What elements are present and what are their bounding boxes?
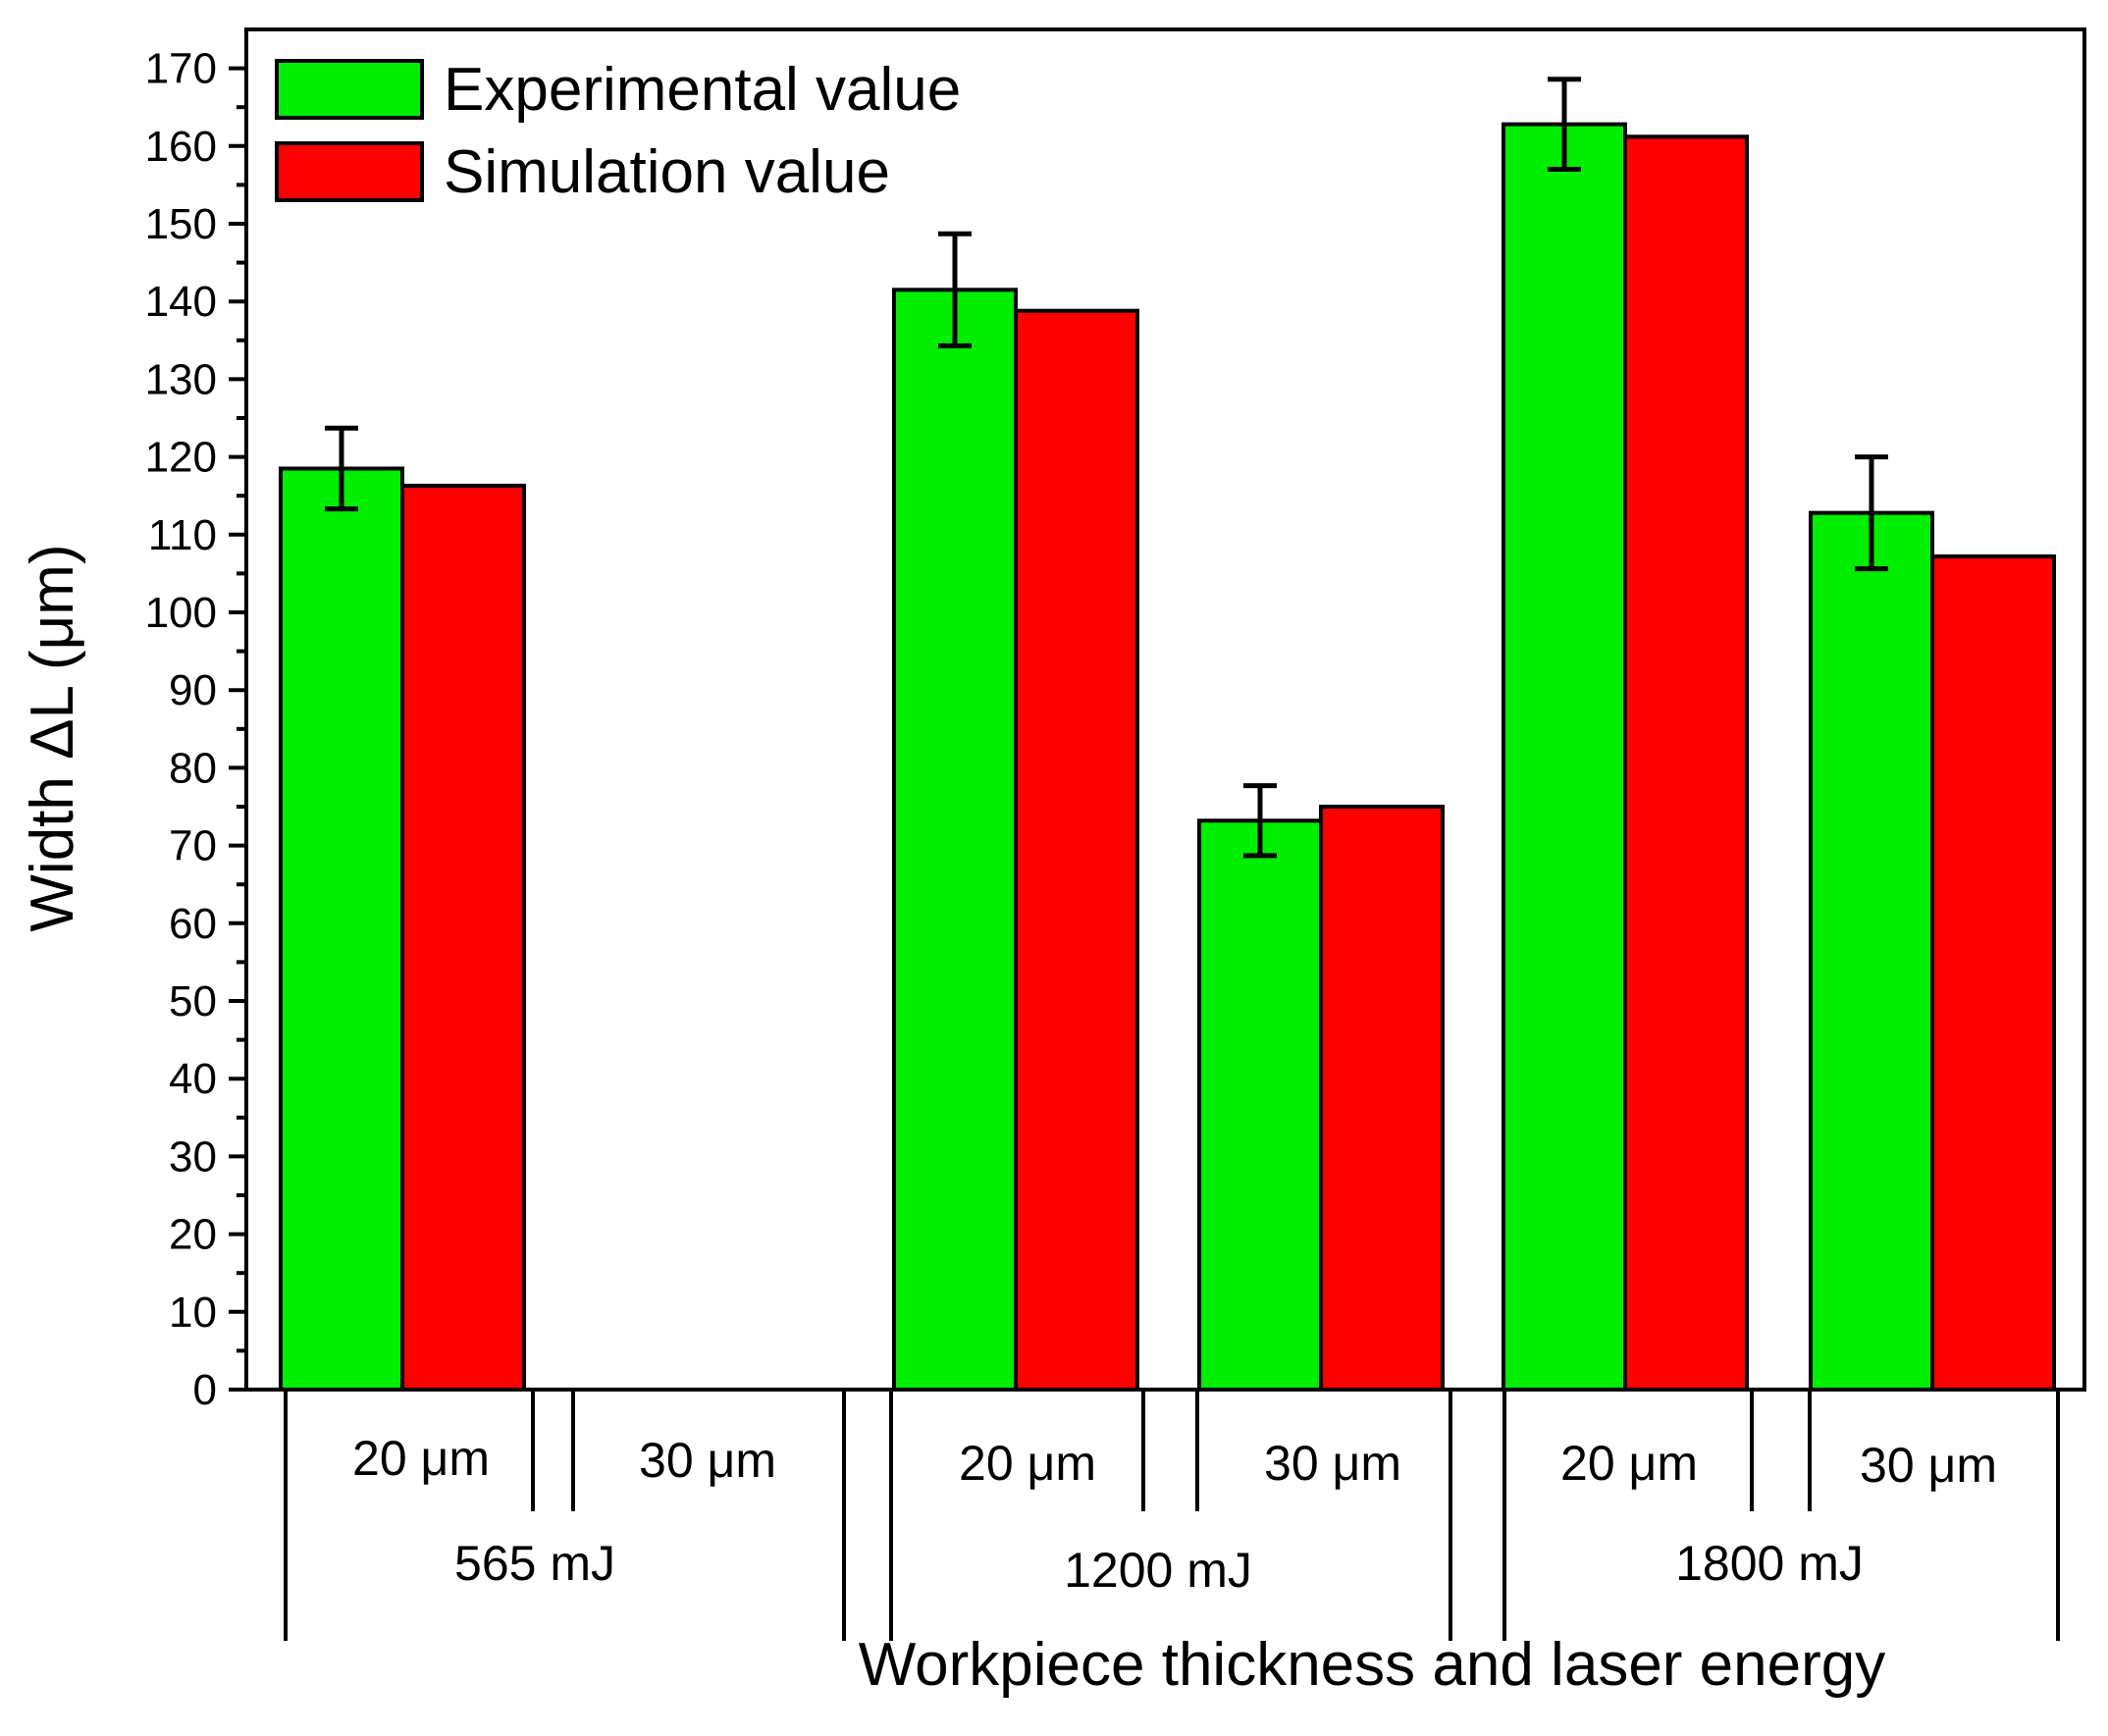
x-group-label: 565 mJ	[454, 1536, 615, 1591]
x-axis-title: Workpiece thickness and laser energy	[859, 1631, 1886, 1699]
bar-experimental	[1809, 510, 1934, 1392]
y-tick-label: 20	[169, 1211, 217, 1259]
y-tick-label: 170	[145, 45, 217, 93]
bar-simulation	[1014, 308, 1139, 1393]
bar-simulation	[1319, 805, 1445, 1392]
y-tick-label: 120	[145, 434, 217, 482]
y-tick-label: 100	[145, 589, 217, 637]
y-tick-label: 160	[145, 123, 217, 171]
x-subcategory-label: 30 μm	[1264, 1436, 1401, 1491]
legend-swatch-experimental	[275, 59, 424, 120]
bar-simulation	[400, 483, 526, 1392]
y-tick-label: 70	[169, 822, 217, 870]
x-subcategory-label: 30 μm	[1860, 1438, 1997, 1493]
y-tick-label: 0	[193, 1366, 217, 1414]
legend: Experimental value Simulation value	[275, 56, 961, 206]
bar-experimental	[279, 466, 404, 1393]
bar-simulation	[1930, 553, 2056, 1392]
y-tick-label: 50	[169, 977, 217, 1026]
y-tick-label: 80	[169, 744, 217, 792]
plot-area-frame	[244, 27, 2086, 1392]
x-subcategory-label: 20 μm	[352, 1431, 490, 1486]
y-tick-label: 110	[148, 511, 217, 559]
y-tick-label: 130	[145, 355, 217, 403]
legend-label-experimental: Experimental value	[444, 56, 961, 124]
bar-experimental	[892, 288, 1018, 1393]
y-tick-label: 30	[169, 1132, 217, 1181]
bar-simulation	[1623, 134, 1749, 1392]
legend-label-simulation: Simulation value	[444, 138, 890, 206]
x-subcategory-label: 20 μm	[1560, 1436, 1698, 1491]
y-axis: 0 10 20 30 40 50 60 70 80 90 100 110 120 130 140 150 160…	[145, 45, 246, 1414]
y-axis-title: Width ΔL (μm)	[19, 544, 86, 931]
x-group-label: 1200 mJ	[1064, 1543, 1252, 1598]
bar-experimental	[1502, 122, 1627, 1392]
x-group-label: 1800 mJ	[1675, 1536, 1864, 1591]
legend-swatch-simulation	[275, 141, 424, 202]
y-tick-label: 10	[169, 1289, 217, 1337]
y-tick-label: 60	[169, 900, 217, 948]
x-subcategory-label: 30 μm	[639, 1433, 776, 1488]
y-tick-label: 140	[145, 278, 217, 326]
x-axis: 20 μm 30 μm 20 μm 30 μm 20 μm 30 μm 565 mJ 1200…	[284, 1392, 2060, 1641]
x-subcategory-label: 20 μm	[959, 1436, 1096, 1491]
bar-experimental	[1197, 818, 1323, 1392]
bars	[279, 122, 2056, 1393]
error-bars	[325, 77, 1888, 859]
y-tick-label: 40	[169, 1055, 217, 1103]
y-tick-label: 90	[169, 666, 217, 714]
y-tick-label: 150	[145, 200, 217, 248]
